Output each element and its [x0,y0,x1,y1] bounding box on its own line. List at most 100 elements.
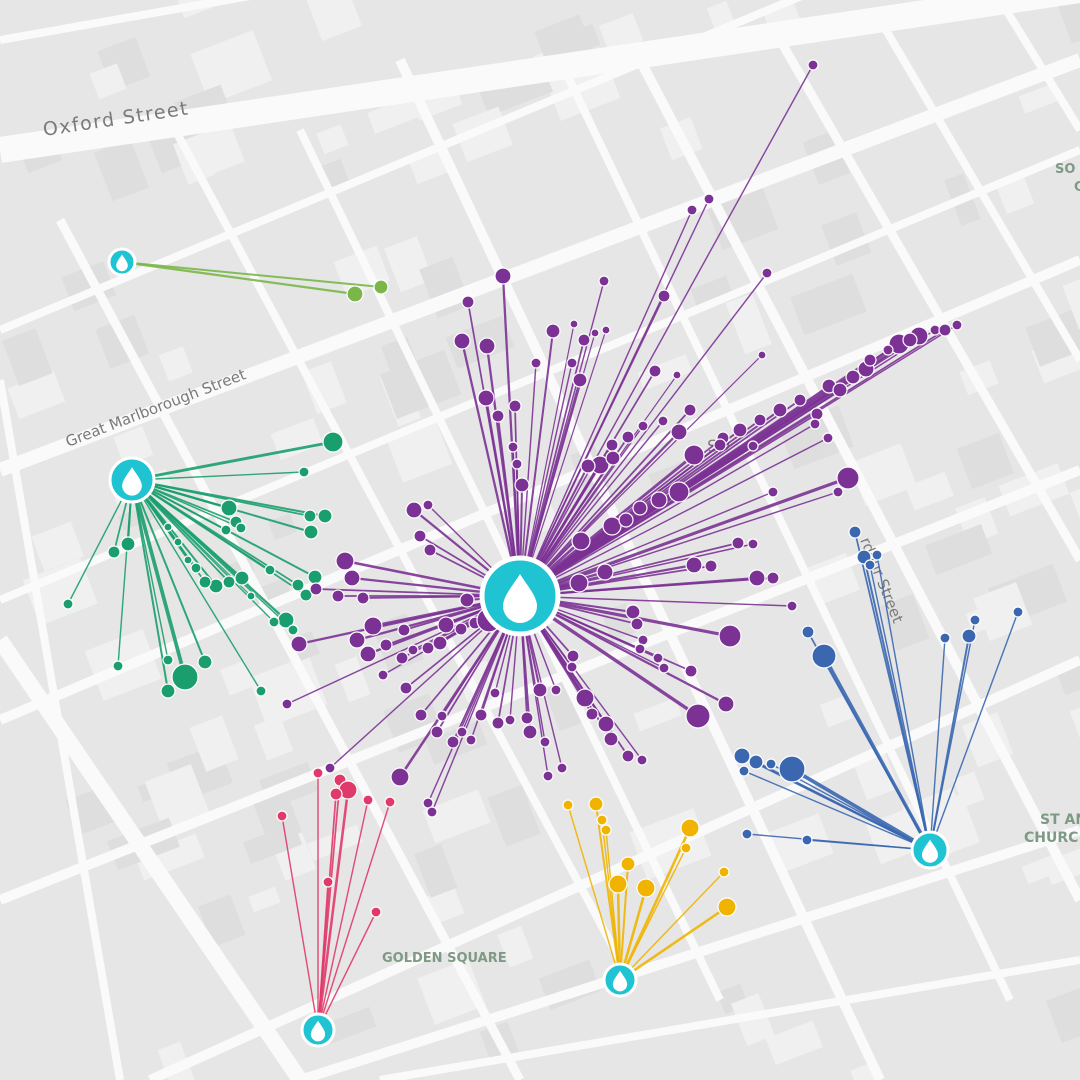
case-dot[interactable] [322,431,344,453]
case-dot[interactable] [753,413,767,427]
case-dot[interactable] [939,632,951,644]
case-dot[interactable] [312,767,324,779]
case-dot[interactable] [220,499,238,517]
case-dot[interactable] [324,762,336,774]
case-dot[interactable] [246,591,256,601]
case-dot[interactable] [618,512,634,528]
case-dot[interactable] [748,754,764,770]
case-dot[interactable] [822,432,834,444]
case-dot[interactable] [454,622,468,636]
case-dot[interactable] [597,715,615,733]
case-dot[interactable] [566,357,578,369]
case-dot[interactable] [590,328,600,338]
case-dot[interactable] [572,372,588,388]
case-dot[interactable] [596,563,614,581]
case-dot[interactable] [281,698,293,710]
case-dot[interactable] [162,654,174,666]
case-dot[interactable] [520,711,534,725]
case-dot[interactable] [562,799,574,811]
case-dot[interactable] [658,662,670,674]
case-dot[interactable] [173,537,183,547]
case-dot[interactable] [183,555,193,565]
case-dot[interactable] [359,645,377,663]
case-dot[interactable] [602,516,622,536]
case-dot[interactable] [432,635,448,651]
case-dot[interactable] [718,866,730,878]
case-dot[interactable] [556,762,568,774]
case-dot[interactable] [704,559,718,573]
case-dot[interactable] [668,481,690,503]
case-dot[interactable] [112,660,124,672]
case-dot[interactable] [588,796,604,812]
case-dot[interactable] [197,654,213,670]
case-dot[interactable] [598,275,610,287]
case-dot[interactable] [514,477,530,493]
case-dot[interactable] [761,267,773,279]
case-dot[interactable] [672,370,682,380]
pump-south[interactable] [602,962,638,998]
pump-south-east[interactable] [910,830,950,870]
case-dot[interactable] [461,295,475,309]
case-dot[interactable] [786,600,798,612]
case-dot[interactable] [832,486,844,498]
case-dot[interactable] [491,716,505,730]
case-dot[interactable] [685,703,711,729]
case-dot[interactable] [422,797,434,809]
case-dot[interactable] [810,407,824,421]
case-dot[interactable] [255,685,267,697]
case-dot[interactable] [489,687,501,699]
case-dot[interactable] [680,842,692,854]
case-dot[interactable] [566,661,578,673]
case-dot[interactable] [836,466,860,490]
case-dot[interactable] [407,644,419,656]
case-dot[interactable] [478,337,496,355]
case-dot[interactable] [650,491,668,509]
case-dot[interactable] [290,635,308,653]
case-dot[interactable] [652,652,664,664]
case-dot[interactable] [322,876,334,888]
case-dot[interactable] [303,509,317,523]
case-dot[interactable] [477,389,495,407]
case-dot[interactable] [276,810,288,822]
case-dot[interactable] [657,415,669,427]
case-dot[interactable] [864,559,876,571]
case-dot[interactable] [766,571,780,585]
case-dot[interactable] [446,735,460,749]
case-dot[interactable] [465,734,477,746]
case-dot[interactable] [632,500,648,516]
case-dot[interactable] [621,430,635,444]
case-dot[interactable] [685,556,703,574]
case-dot[interactable] [717,695,735,713]
case-dot[interactable] [303,524,319,540]
case-dot[interactable] [539,736,551,748]
case-dot[interactable] [630,617,644,631]
case-dot[interactable] [421,641,435,655]
case-dot[interactable] [772,402,788,418]
case-dot[interactable] [620,856,636,872]
case-dot[interactable] [801,834,813,846]
case-dot[interactable] [542,770,554,782]
case-dot[interactable] [747,440,759,452]
case-dot[interactable] [580,458,596,474]
case-dot[interactable] [757,350,767,360]
case-dot[interactable] [1012,606,1024,618]
case-dot[interactable] [748,569,766,587]
pump-north-west[interactable] [107,247,137,277]
case-dot[interactable] [107,545,121,559]
case-dot[interactable] [287,624,299,636]
case-dot[interactable] [507,441,519,453]
case-dot[interactable] [902,332,918,348]
case-dot[interactable] [793,393,807,407]
case-dot[interactable] [299,588,313,602]
case-dot[interactable] [636,754,648,766]
case-dot[interactable] [532,682,548,698]
case-dot[interactable] [713,438,727,452]
case-dot[interactable] [234,570,250,586]
case-dot[interactable] [863,353,877,367]
case-dot[interactable] [569,319,579,329]
case-dot[interactable] [437,616,455,634]
case-dot[interactable] [307,569,323,585]
case-dot[interactable] [683,444,705,466]
case-dot[interactable] [637,420,649,432]
case-dot[interactable] [120,536,136,552]
